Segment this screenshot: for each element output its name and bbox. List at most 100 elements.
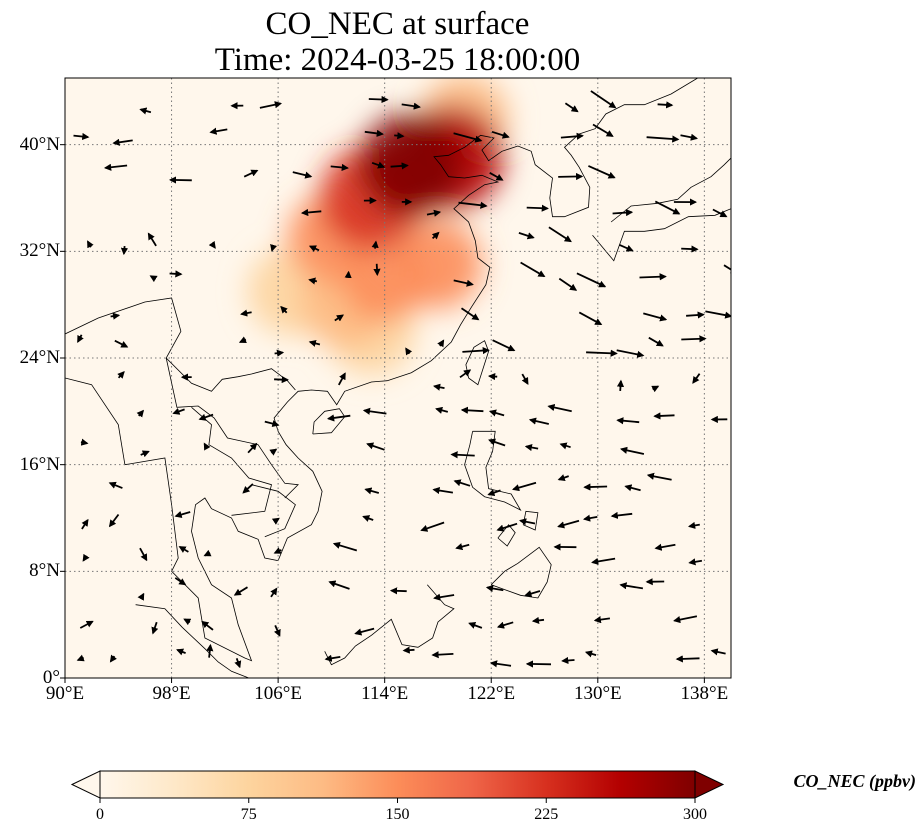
wind-arrow [458,201,488,209]
x-tick-label: 106°E [254,683,302,704]
axis-ticks [60,144,705,683]
wind-arrow [264,420,280,428]
coastline-segment [324,584,455,666]
wind-arrow [328,580,350,590]
wind-arrow [453,132,483,143]
wind-arrow [489,172,504,181]
wind-arrow [643,312,668,322]
wind-arrow [208,240,216,249]
wind-arrow [654,543,676,551]
wind-arrow [526,204,549,212]
wind-arrow [270,587,278,598]
coastline-segment [610,157,731,223]
wind-arrow [453,279,474,287]
wind-arrow [488,438,506,447]
map-title: CO_NEC at surface [265,6,530,42]
wind-arrow [362,515,374,522]
wind-arrow [648,336,664,347]
x-tick-label: 90°E [45,683,85,704]
x-tick-label: 98°E [152,683,191,704]
wind-arrow [174,577,187,586]
wind-arrow [610,511,633,520]
coastline-segment [65,297,296,392]
wind-arrow [110,312,121,320]
wind-arrow [431,651,454,659]
wind-arrow [453,479,471,487]
wind-arrow [147,232,157,247]
wind-arrow [81,518,89,530]
wind-arrow [120,246,129,256]
wind-arrow [274,375,289,384]
wind-arrow [82,553,90,562]
map-subtitle: Time: 2024-03-25 18:00:00 [214,42,581,78]
wind-arrow [616,349,645,358]
wind-arrow [578,311,603,326]
y-tick-label: 16°N [19,453,60,475]
wind-arrow [139,107,152,115]
wind-arrow [576,272,607,288]
wind-arrow [402,646,415,654]
wind-arrow [364,487,380,495]
wind-arrow [373,263,381,277]
wind-vectors [73,90,731,669]
wind-arrow [76,654,85,662]
wind-arrow [233,586,248,596]
wind-arrow [420,521,445,532]
wind-arrow [468,621,483,629]
wind-arrow [259,101,283,109]
wind-arrow [673,615,698,624]
wind-arrow [591,557,616,565]
wind-arrow [371,161,386,169]
wind-arrow [584,650,597,658]
wind-arrow [488,409,505,417]
coastline-segment [522,510,539,531]
coastline-segment [65,78,698,662]
y-tick-label: 0° [42,667,60,688]
wind-arrow [681,335,707,343]
concentration-plume [359,112,464,217]
wind-arrow [137,592,145,601]
wind-arrow [242,483,254,494]
wind-arrow [433,593,455,601]
wind-arrow [80,438,89,446]
y-tick-label: 8°N [29,560,60,582]
wind-arrow [588,165,616,179]
wind-arrow [280,305,288,314]
wind-arrow [201,620,214,631]
wind-arrow [73,132,90,141]
wind-arrow [450,451,475,459]
wind-arrow [548,226,572,243]
wind-arrow [206,643,214,658]
coastline-segment [312,408,346,435]
wind-arrow [362,407,387,415]
wind-arrow [462,346,490,355]
wind-arrow [426,209,442,217]
wind-arrow [269,448,278,456]
wind-arrow [366,442,385,451]
wind-arrow [390,162,409,170]
x-tick-label: 122°E [467,683,516,704]
wind-arrow [136,409,145,418]
coastlines [65,78,731,678]
wind-arrow [394,132,405,140]
map-frame [64,77,732,679]
wind-arrow [653,412,675,420]
wind-arrow [491,130,510,139]
wind-arrow [151,621,159,635]
colorbar [70,770,725,803]
wind-arrow [557,474,569,481]
wind-arrow [389,587,407,595]
colorbar-tick-label: 0 [96,806,104,823]
wind-arrow [705,310,731,319]
wind-arrow [455,543,470,551]
wind-arrow [292,171,313,179]
colorbar-tick-label: 75 [240,806,257,823]
wind-arrow [87,240,94,249]
wind-arrow [487,489,501,497]
wind-arrow [401,102,421,110]
wind-arrow [334,314,345,322]
coastline-segment [497,524,516,547]
wind-arrow [496,621,514,629]
wind-arrow [77,334,84,343]
